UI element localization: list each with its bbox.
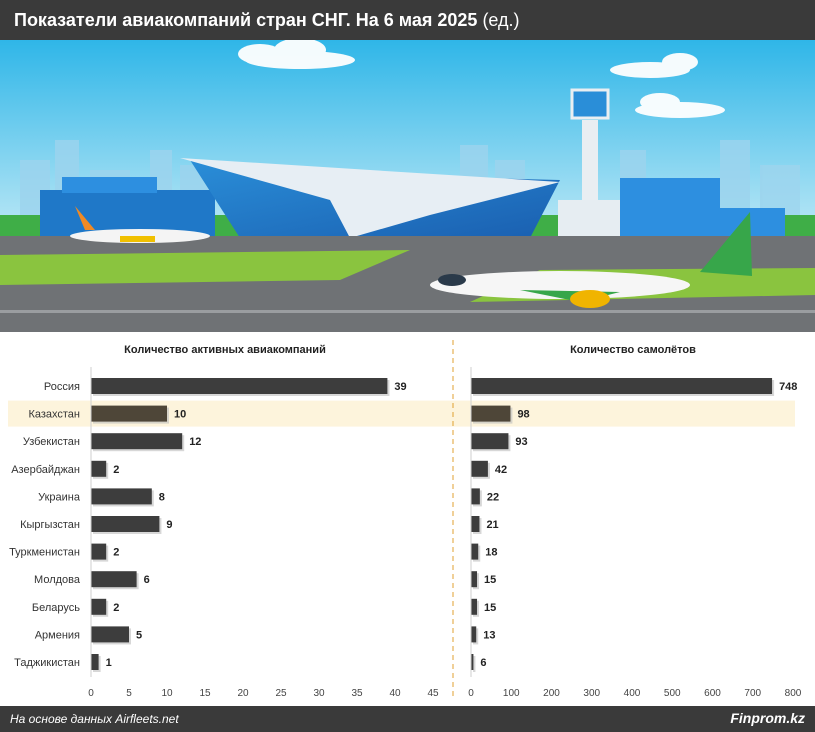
- aircraft-bar: [471, 571, 478, 588]
- airlines-bar: [91, 378, 388, 394]
- aircraft-bar: [471, 460, 488, 477]
- airlines-tick-label: 40: [389, 688, 401, 699]
- aircraft-bar: [471, 598, 478, 615]
- header-bar: Показатели авиакомпаний стран СНГ. На 6 …: [0, 0, 815, 40]
- aircraft-tick-label: 400: [624, 688, 641, 699]
- airlines-tick-label: 45: [427, 688, 439, 699]
- airlines-tick-label: 10: [161, 688, 173, 699]
- category-label: Молдова: [34, 574, 81, 586]
- airlines-tick-label: 25: [275, 688, 287, 699]
- category-label: Туркменистан: [9, 547, 80, 559]
- category-label: Узбекистан: [23, 436, 80, 448]
- aircraft-bar: [471, 543, 479, 560]
- aircraft-tick-label: 300: [583, 688, 600, 699]
- aircraft-bar: [471, 654, 474, 670]
- airlines-bar: [91, 405, 167, 422]
- category-label: Казахстан: [28, 409, 80, 421]
- aircraft-bar: [471, 488, 480, 505]
- aircraft-value-label: 15: [484, 574, 496, 586]
- category-label: Россия: [44, 381, 80, 393]
- aircraft-value-label: 22: [487, 491, 499, 503]
- aircraft-value-label: 15: [484, 602, 496, 614]
- aircraft-tick-label: 100: [503, 688, 520, 699]
- aircraft-tick-label: 800: [785, 688, 802, 699]
- airlines-value-label: 2: [113, 547, 119, 559]
- small-plane: [70, 206, 210, 243]
- airlines-bar: [91, 654, 99, 670]
- airlines-bar: [91, 626, 129, 643]
- terminal-right: [558, 178, 785, 238]
- title-text: Показатели авиакомпаний стран СНГ. На 6 …: [14, 10, 478, 30]
- category-label: Беларусь: [32, 602, 80, 614]
- aircraft-tick-label: 200: [543, 688, 560, 699]
- grass-left: [0, 250, 410, 285]
- airlines-bar: [91, 488, 152, 505]
- clouds: [238, 40, 725, 118]
- airlines-bar: [91, 571, 137, 588]
- airlines-bar: [91, 598, 107, 615]
- aircraft-tick-label: 700: [744, 688, 761, 699]
- large-plane: [430, 212, 752, 308]
- aircraft-value-label: 18: [485, 547, 497, 559]
- title-unit: (ед.): [482, 10, 520, 30]
- terminal-roof: [180, 158, 560, 238]
- airlines-value-label: 2: [113, 602, 119, 614]
- airlines-bar: [91, 460, 107, 477]
- airport-illustration: [0, 40, 815, 332]
- airlines-bar: [91, 516, 160, 532]
- aircraft-bar: [471, 405, 511, 422]
- aircraft-value-label: 98: [517, 409, 529, 421]
- airlines-tick-label: 35: [351, 688, 363, 699]
- aircraft-tick-label: 0: [468, 688, 474, 699]
- category-label: Армения: [35, 629, 80, 641]
- airlines-value-label: 2: [113, 464, 119, 476]
- aircraft-tick-label: 500: [664, 688, 681, 699]
- aircraft-bar: [471, 626, 477, 643]
- aircraft-value-label: 6: [480, 657, 486, 669]
- airlines-tick-label: 15: [199, 688, 211, 699]
- airlines-bar: [91, 433, 183, 450]
- aircraft-bar: [471, 378, 773, 394]
- aircraft-value-label: 13: [483, 629, 495, 641]
- page-title: Показатели авиакомпаний стран СНГ. На 6 …: [14, 10, 520, 31]
- airlines-value-label: 5: [136, 629, 142, 641]
- footer-bar: На основе данных Airfleets.net Finprom.k…: [0, 706, 815, 732]
- category-label: Кыргызстан: [20, 519, 80, 531]
- aircraft-value-label: 21: [486, 519, 498, 531]
- aircraft-value-label: 42: [495, 464, 507, 476]
- airlines-tick-label: 5: [126, 688, 132, 699]
- airlines-value-label: 6: [144, 574, 150, 586]
- aircraft-bar-shadow: [473, 656, 476, 672]
- aircraft-bar: [471, 516, 480, 532]
- category-label: Украина: [38, 491, 81, 503]
- airlines-tick-label: 20: [237, 688, 249, 699]
- tower-cab: [570, 88, 610, 120]
- aircraft-bar: [471, 433, 509, 450]
- brand-logo: Finprom.kz: [730, 710, 805, 726]
- airlines-chart-title: Количество активных авиакомпаний: [124, 344, 326, 356]
- aircraft-value-label: 93: [515, 436, 527, 448]
- airlines-tick-label: 0: [88, 688, 94, 699]
- aircraft-value-label: 748: [779, 381, 797, 393]
- airlines-value-label: 8: [159, 491, 165, 503]
- airlines-value-label: 9: [166, 519, 172, 531]
- runway-line: [0, 310, 815, 313]
- bar-charts: Количество активных авиакомпаний Россия 39…: [8, 340, 802, 700]
- aircraft-tick-label: 600: [704, 688, 721, 699]
- airlines-bar: [91, 543, 107, 560]
- airlines-value-label: 39: [394, 381, 406, 393]
- airlines-value-label: 10: [174, 409, 186, 421]
- airlines-tick-label: 30: [313, 688, 325, 699]
- category-label: Таджикистан: [14, 657, 80, 669]
- source-note: На основе данных Airfleets.net: [10, 712, 179, 726]
- airlines-value-label: 12: [189, 436, 201, 448]
- aircraft-chart-title: Количество самолётов: [570, 344, 696, 356]
- category-label: Азербайджан: [11, 464, 80, 476]
- airlines-value-label: 1: [106, 657, 112, 669]
